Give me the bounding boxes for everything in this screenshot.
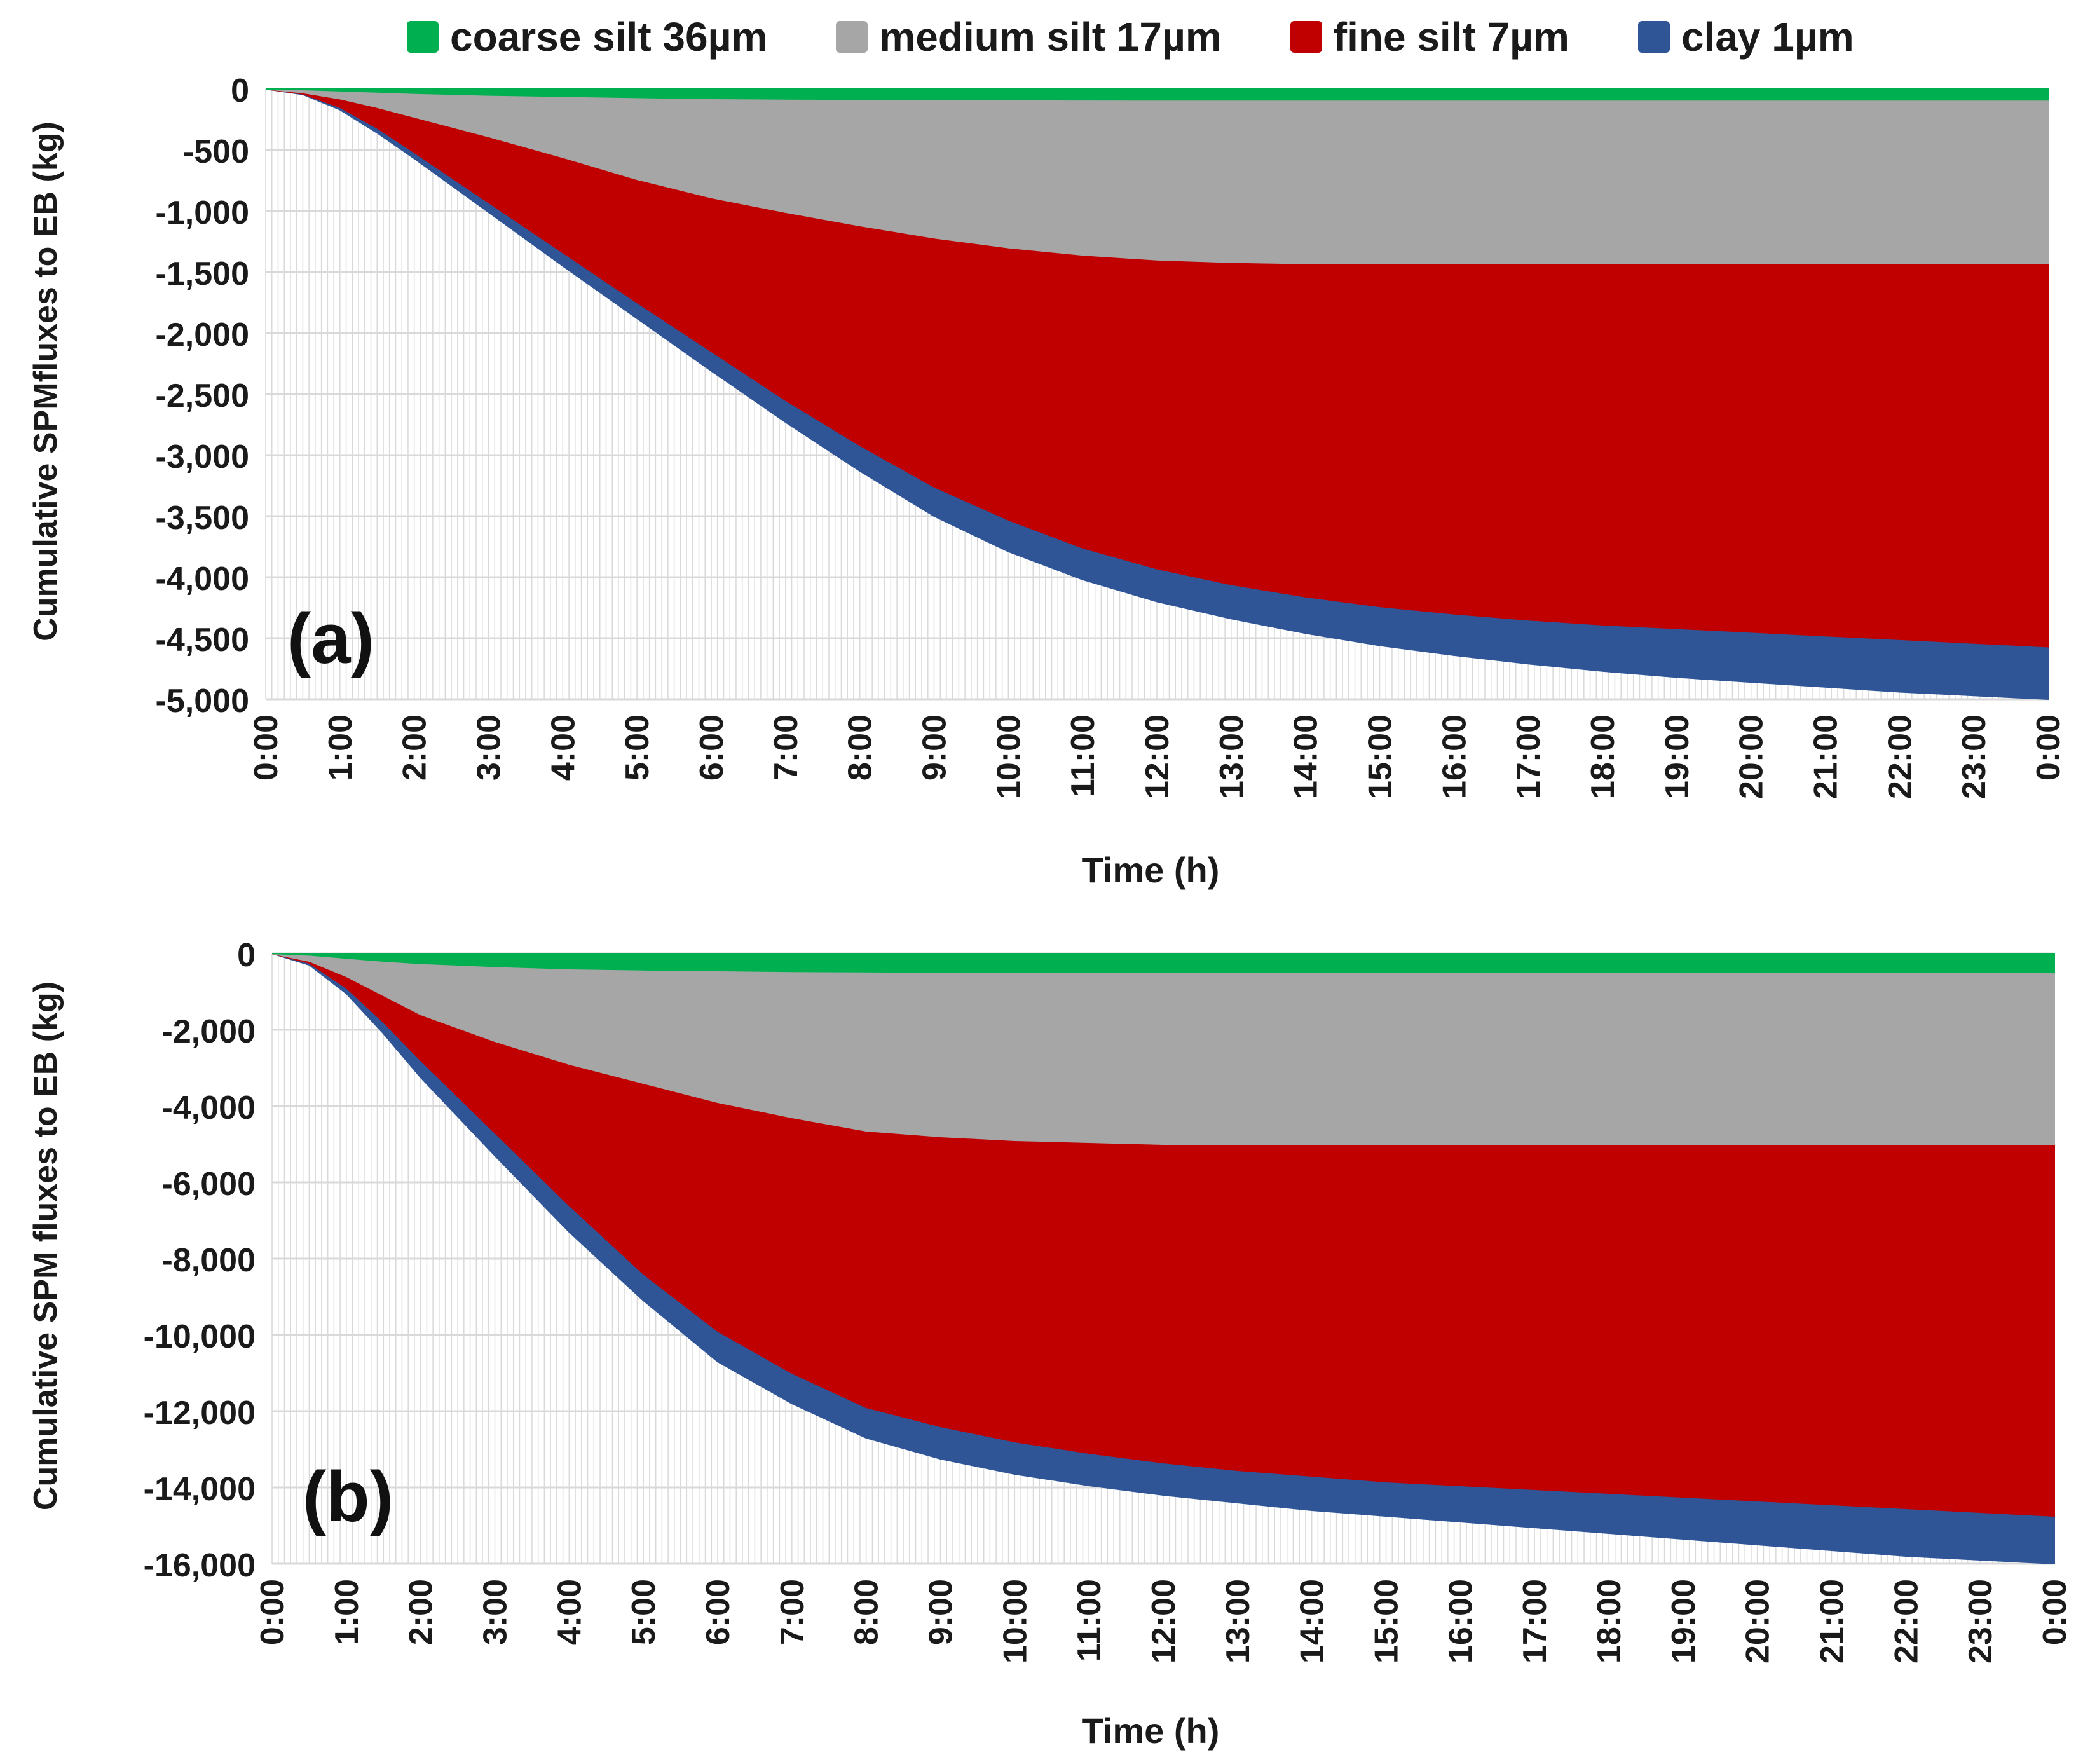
x-tick-label: 14:00 (1288, 714, 1325, 799)
x-tick-label: 0:00 (254, 1579, 291, 1645)
x-tick-label: 6:00 (700, 1579, 737, 1645)
y-tick-label: 0 (231, 72, 249, 109)
x-tick-label: 16:00 (1436, 714, 1473, 799)
x-tick-label: 5:00 (619, 714, 656, 781)
x-axis-title-b: Time (h) (1081, 1711, 1220, 1751)
x-tick-label: 8:00 (842, 714, 879, 781)
x-tick-label: 6:00 (693, 714, 730, 781)
x-tick-label: 17:00 (1510, 714, 1547, 799)
x-tick-label: 17:00 (1517, 1579, 1554, 1664)
x-tick-label: 20:00 (1740, 1579, 1777, 1664)
x-tick-label: 19:00 (1665, 1579, 1702, 1664)
x-tick-label: 11:00 (1071, 1579, 1108, 1662)
y-tick-label: -2,000 (156, 317, 249, 353)
y-tick-label: -16,000 (144, 1547, 256, 1584)
x-tick-label: 10:00 (997, 1579, 1034, 1664)
y-tick-label: -500 (183, 133, 249, 170)
legend-item-coarse-silt: coarse silt 36µm (407, 13, 767, 60)
legend-item-fine-silt: fine silt 7µm (1290, 13, 1569, 60)
panel-label-b: (b) (303, 1457, 394, 1536)
x-tick-label: 9:00 (917, 714, 953, 781)
legend-item-medium-silt: medium silt 17µm (836, 13, 1222, 60)
x-tick-label: 4:00 (551, 1579, 588, 1645)
x-tick-label: 13:00 (1213, 714, 1250, 799)
x-tick-label: 18:00 (1585, 714, 1622, 799)
x-tick-label: 5:00 (625, 1579, 662, 1645)
x-tick-label: 1:00 (329, 1579, 365, 1645)
legend-label-fine-silt: fine silt 7µm (1333, 14, 1569, 60)
x-tick-label: 15:00 (1362, 714, 1399, 799)
legend: coarse silt 36µm medium silt 17µm fine s… (407, 11, 1923, 62)
panel-a-chart: 0 -500 -1,000 -1,500 -2,000 -2,500 -3,000 -3,50… (156, 72, 2067, 799)
x-tick-label: 12:00 (1139, 714, 1176, 799)
x-tick-label: 7:00 (768, 714, 805, 781)
y-tick-label: -8,000 (162, 1242, 256, 1279)
y-axis-title-b: Cumulative SPM fluxes to EB (kg) (27, 981, 64, 1511)
y-tick-label: -12,000 (144, 1395, 256, 1432)
y-tick-label: -3,000 (156, 439, 249, 475)
x-tick-label: 0:00 (2037, 1579, 2073, 1645)
panel-b-chart: 0 -2,000 -4,000 -6,000 -8,000 -10,000 -12,000 -… (144, 937, 2073, 1664)
y-tick-label: -2,000 (162, 1013, 256, 1050)
y-tick-label: -2,500 (156, 378, 249, 414)
x-tick-label: 2:00 (403, 1579, 440, 1645)
x-tick-label: 16:00 (1442, 1579, 1479, 1664)
area-coarse-silt-b (271, 953, 2055, 973)
x-tick-label: 3:00 (471, 714, 508, 781)
x-tick-label: 20:00 (1733, 714, 1770, 799)
y-tick-label: -3,500 (156, 500, 249, 537)
y-tick-label: -4,000 (156, 561, 249, 598)
panel-label-a: (a) (287, 599, 374, 678)
legend-label-medium-silt: medium silt 17µm (879, 14, 1222, 60)
x-tick-label: 2:00 (397, 714, 434, 781)
x-tick-label: 14:00 (1294, 1579, 1331, 1664)
y-tick-label: 0 (237, 937, 256, 974)
y-axis-title-a: Cumulative SPMfluxes to EB (kg) (27, 121, 64, 641)
y-tick-label: -4,500 (156, 622, 249, 659)
x-tick-label: 9:00 (923, 1579, 960, 1645)
x-tick-label: 0:00 (2030, 714, 2067, 781)
x-tick-label: 0:00 (248, 714, 285, 781)
y-tick-label: -4,000 (162, 1090, 256, 1126)
area-coarse-silt-a (265, 88, 2049, 101)
y-tick-label: -1,500 (156, 256, 249, 292)
legend-swatch-clay (1637, 21, 1670, 53)
x-tick-label: 21:00 (1814, 1579, 1851, 1664)
y-tick-label: -5,000 (156, 683, 249, 720)
legend-item-clay: clay 1µm (1637, 13, 1854, 60)
x-tick-label: 13:00 (1220, 1579, 1257, 1664)
x-tick-label: 4:00 (545, 714, 582, 781)
x-tick-label: 22:00 (1888, 1579, 1925, 1664)
x-tick-label: 23:00 (1962, 1579, 1999, 1664)
x-tick-label: 19:00 (1659, 714, 1696, 799)
x-tick-label: 8:00 (849, 1579, 885, 1645)
x-tick-label: 7:00 (774, 1579, 811, 1645)
legend-label-clay: clay 1µm (1681, 14, 1854, 60)
x-tick-label: 18:00 (1591, 1579, 1628, 1664)
y-tick-label: -10,000 (144, 1318, 256, 1355)
y-tick-label: -1,000 (156, 195, 249, 231)
x-tick-label: 12:00 (1145, 1579, 1182, 1664)
legend-swatch-coarse-silt (407, 21, 439, 53)
legend-label-coarse-silt: coarse silt 36µm (450, 14, 768, 60)
x-tick-label: 15:00 (1369, 1579, 1405, 1664)
x-tick-label: 10:00 (990, 714, 1027, 799)
x-tick-label: 22:00 (1882, 714, 1918, 799)
y-tick-label: -6,000 (162, 1166, 256, 1203)
legend-swatch-medium-silt (836, 21, 868, 53)
x-axis-title-a: Time (h) (1081, 850, 1220, 890)
x-tick-label: 11:00 (1065, 714, 1102, 797)
x-tick-label: 1:00 (322, 714, 359, 781)
legend-swatch-fine-silt (1290, 21, 1322, 53)
x-tick-label: 3:00 (477, 1579, 514, 1645)
y-tick-label: -14,000 (144, 1471, 256, 1508)
x-tick-label: 21:00 (1808, 714, 1845, 799)
x-tick-label: 23:00 (1956, 714, 1993, 799)
